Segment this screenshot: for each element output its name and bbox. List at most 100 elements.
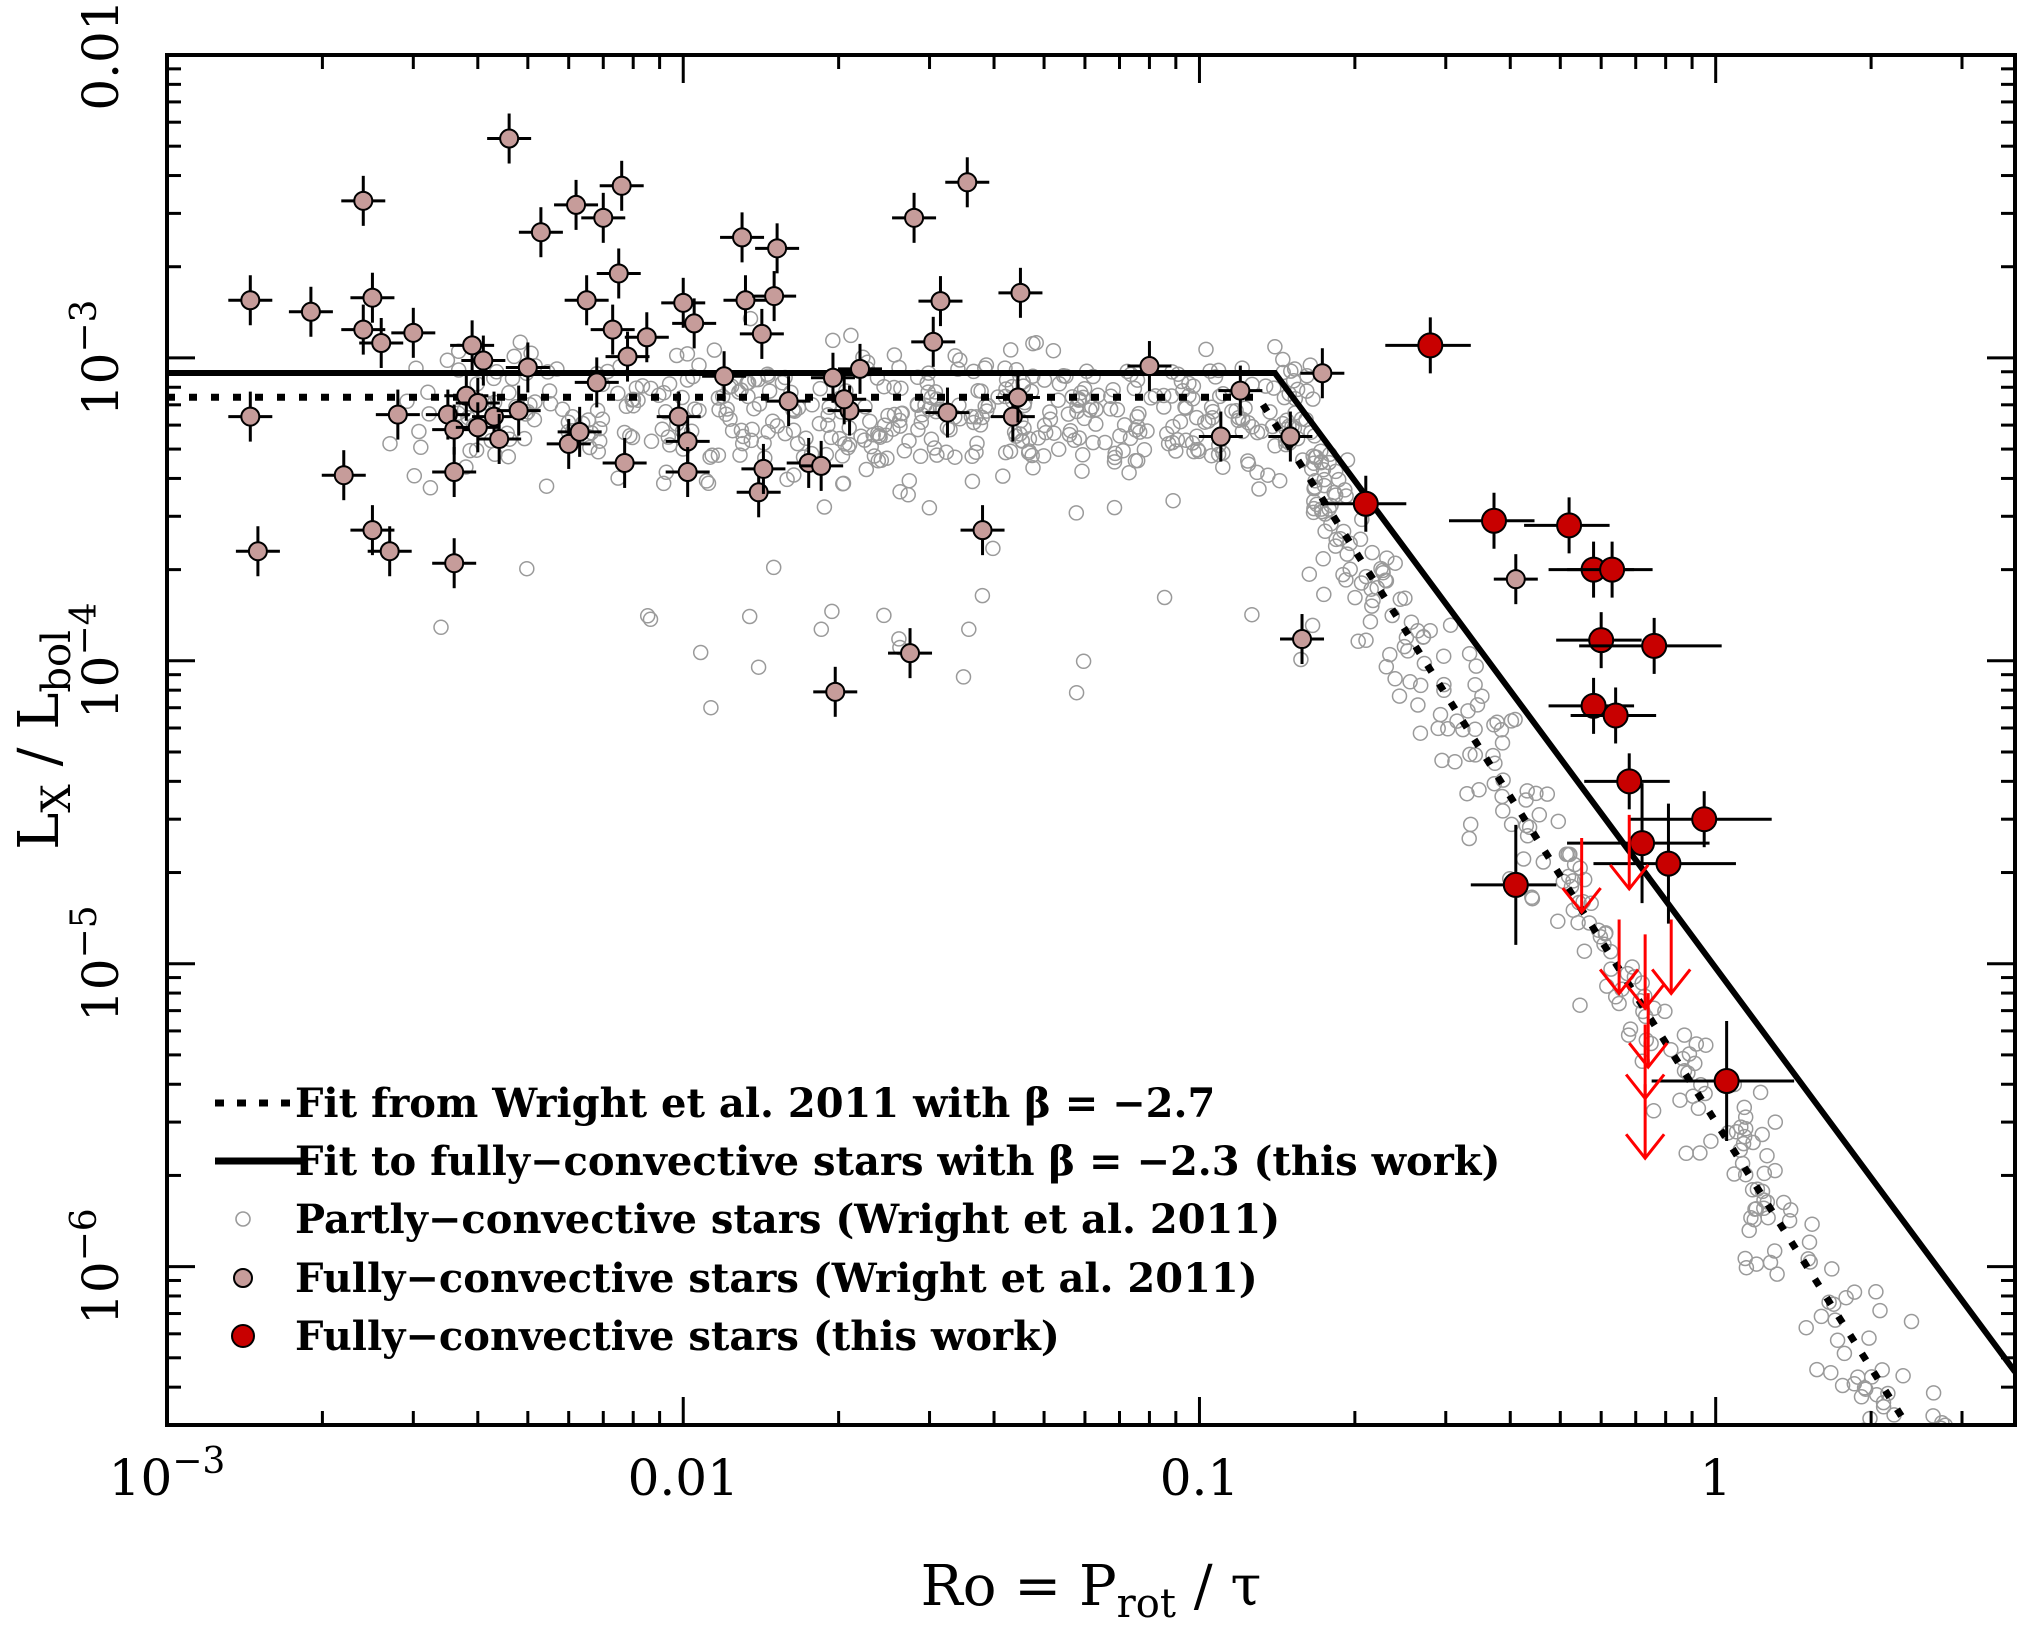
partly-convective-point	[1198, 341, 1214, 358]
partly-convective-point	[1622, 1021, 1639, 1037]
partly-convective-point	[1085, 434, 1101, 451]
partly-convective-point	[923, 431, 940, 448]
partly-convective-point	[1829, 1332, 1846, 1349]
partly-convective-point	[1737, 1109, 1754, 1125]
fully-convective-wright-point	[432, 538, 477, 589]
partly-convective-point	[1899, 1447, 1913, 1461]
partly-convective-point	[1107, 445, 1123, 462]
partly-convective-point	[1364, 598, 1380, 614]
fully-convective-wright-point	[235, 526, 280, 577]
y-tick-label-base: 10	[72, 353, 130, 417]
partly-convective-point	[1462, 816, 1479, 833]
partly-convective-point	[825, 332, 841, 349]
partly-convective-point	[741, 608, 758, 625]
partly-convective-point	[1884, 1458, 1898, 1472]
partly-convective-point	[1762, 1254, 1779, 1271]
partly-convective-point	[1838, 1289, 1854, 1306]
partly-convective-point	[1257, 378, 1274, 394]
partly-convective-point	[1775, 1194, 1792, 1211]
fully-convective-wright-point	[665, 416, 710, 467]
partly-convective-point	[901, 433, 917, 449]
partly-convective-point	[968, 444, 984, 460]
partly-convective-point	[1046, 425, 1062, 441]
partly-convective-point	[1634, 975, 1650, 991]
partly-convective-point	[1335, 566, 1351, 583]
partly-convective-point	[1287, 390, 1304, 407]
partly-convective-point	[1934, 1414, 1950, 1425]
partly-convective-point	[1186, 443, 1202, 460]
partly-convective-point	[1467, 676, 1483, 693]
partly-convective-point	[938, 444, 955, 460]
partly-convective-point	[1061, 426, 1078, 443]
partly-convective-point	[927, 384, 944, 400]
y-tick-label: 10−3	[64, 300, 130, 417]
partly-convective-point	[1326, 484, 1342, 501]
partly-convective-point	[661, 376, 678, 392]
y-axis-label-sub2: bol	[34, 630, 80, 692]
partly-convective-point	[1977, 1591, 1991, 1605]
partly-convective-point	[1330, 471, 1347, 488]
partly-convective-point	[952, 352, 968, 368]
partly-convective-point	[1690, 1100, 1707, 1117]
partly-convective-point	[1972, 1518, 1986, 1532]
partly-convective-point	[1754, 1126, 1770, 1143]
partly-convective-point	[1251, 481, 1267, 497]
upper-limit-arrow	[1651, 919, 1692, 996]
partly-convective-point	[500, 448, 517, 465]
legend: Fit from Wright et al. 2011 with β = −2.…	[215, 1080, 1500, 1360]
partly-convective-point	[624, 429, 641, 446]
partly-convective-point	[840, 439, 856, 456]
fully-convective-wright-point	[911, 316, 956, 367]
partly-convective-point	[769, 418, 786, 434]
partly-convective-point	[1036, 417, 1053, 434]
y-tick-label-exp: −6	[64, 1208, 105, 1261]
partly-convective-point	[760, 424, 776, 440]
partly-convective-point	[1531, 807, 1548, 823]
partly-convective-point	[406, 468, 423, 484]
partly-convective-point	[761, 383, 778, 399]
legend-text-1: Fit to fully−convective stars with β = −…	[295, 1138, 1500, 1185]
fully-convective-wright-point	[1198, 411, 1243, 462]
partly-convective-point	[1931, 1442, 1945, 1456]
fully-convective-wright-point	[960, 505, 1005, 556]
partly-convective-point	[1626, 969, 1643, 985]
y-tick-label-base: 10	[72, 1261, 130, 1325]
fully-convective-this-work-point	[1651, 1021, 1795, 1142]
upper-limit-arrows	[1561, 814, 1692, 1161]
partly-convective-point	[1570, 914, 1586, 931]
partly-convective-point	[1824, 1261, 1840, 1277]
partly-convective-point	[1262, 404, 1278, 420]
fully-convective-wright-point	[564, 275, 609, 326]
partly-convective-point	[947, 449, 963, 465]
upper-limit-arrow	[1561, 838, 1602, 915]
partly-convective-point	[1301, 566, 1318, 582]
partly-convective-point	[921, 500, 938, 516]
partly-convective-point	[1592, 929, 1609, 945]
partly-convective-point	[1058, 368, 1074, 385]
legend-text-0: Fit from Wright et al. 2011 with β = −2.…	[295, 1080, 1215, 1127]
partly-convective-point	[764, 413, 781, 430]
partly-convective-point	[590, 444, 607, 460]
partly-convective-point	[1868, 1386, 1885, 1403]
fully-convective-wright-point	[574, 357, 619, 408]
fully-convective-wright-point	[391, 307, 436, 358]
partly-convective-point	[1402, 674, 1418, 690]
fully-convective-wright-point	[461, 335, 506, 386]
partly-convective-point	[1028, 334, 1044, 351]
partly-convective-point	[382, 435, 398, 452]
partly-convective-point	[1021, 431, 1038, 447]
partly-convective-point	[1156, 589, 1173, 606]
partly-convective-point	[856, 432, 873, 448]
partly-convective-point	[679, 346, 696, 362]
partly-convective-point	[1972, 1577, 1986, 1591]
partly-convective-point	[1834, 1377, 1851, 1394]
partly-convective-point	[1900, 1476, 1914, 1490]
y-tick-label-exp: −5	[64, 905, 105, 958]
fully-convective-wright-point	[367, 526, 412, 577]
partly-convective-point	[1925, 1385, 1942, 1401]
partly-convective-point	[1002, 342, 1019, 358]
partly-convective-point	[969, 435, 985, 452]
partly-convective-point	[1434, 752, 1450, 769]
partly-convective-point	[591, 433, 608, 449]
partly-convective-point	[501, 385, 517, 401]
